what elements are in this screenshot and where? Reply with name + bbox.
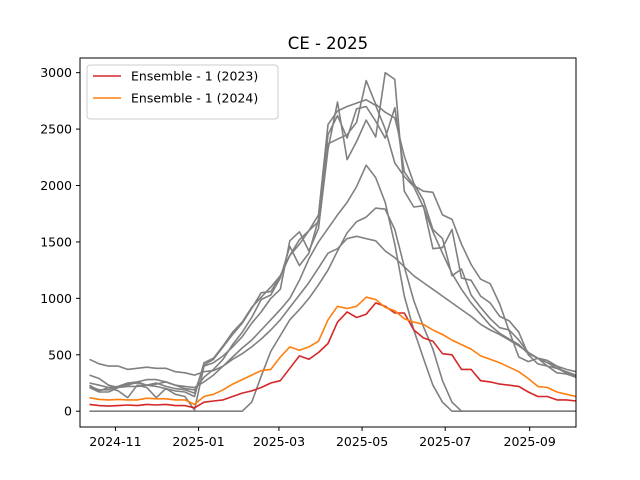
x-tick-label: 2024-11 (89, 434, 141, 449)
chart-title: CE - 2025 (288, 34, 368, 53)
legend-label: Ensemble - 1 (2023) (131, 69, 258, 84)
x-tick-label: 2025-01 (172, 434, 224, 449)
x-tick-label: 2025-07 (419, 434, 471, 449)
y-tick-label: 500 (48, 347, 72, 362)
y-tick-label: 2000 (40, 178, 72, 193)
x-tick-label: 2025-09 (504, 434, 556, 449)
x-tick-label: 2025-03 (253, 434, 305, 449)
y-tick-label: 2500 (40, 122, 72, 137)
y-tick-label: 3000 (40, 65, 72, 80)
y-tick-label: 1500 (40, 234, 72, 249)
legend-label: Ensemble - 1 (2024) (131, 91, 258, 106)
y-tick-label: 1000 (40, 291, 72, 306)
legend: Ensemble - 1 (2023) Ensemble - 1 (2024) (87, 65, 278, 119)
y-tick-label: 0 (64, 404, 72, 419)
x-tick-label: 2025-05 (336, 434, 388, 449)
